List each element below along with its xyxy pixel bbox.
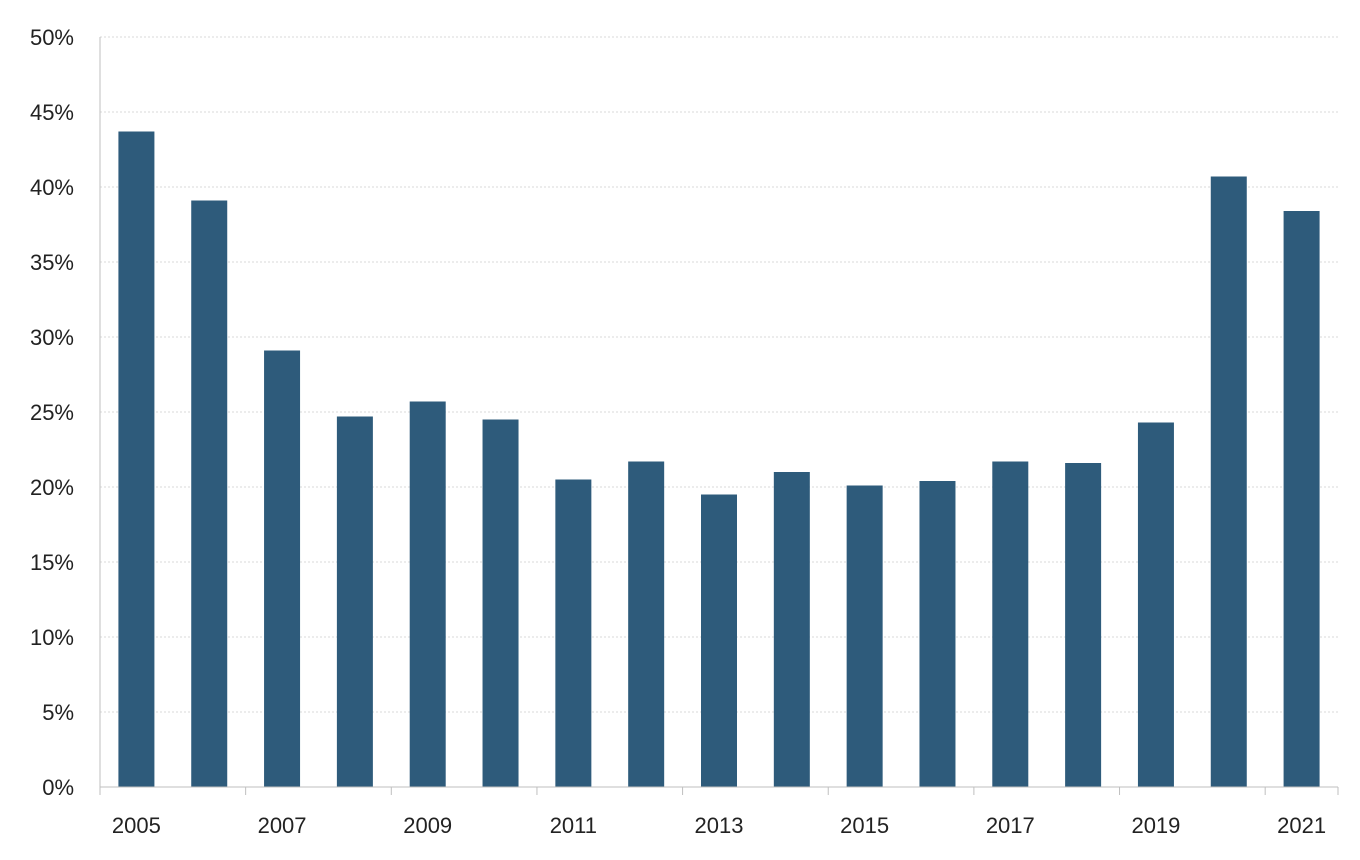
y-tick-label: 40% bbox=[30, 175, 74, 200]
bar-2014 bbox=[773, 472, 810, 787]
axes bbox=[99, 37, 1339, 795]
x-tick-labels: 2005 2007 2009 2011 2013 2015 2017 2019 2021 bbox=[112, 813, 1326, 838]
y-tick-label: 50% bbox=[30, 25, 74, 50]
x-tick-label: 2015 bbox=[840, 813, 889, 838]
bar-2018 bbox=[1065, 463, 1102, 787]
x-tick-label: 2017 bbox=[986, 813, 1035, 838]
x-tick-label: 2019 bbox=[1131, 813, 1180, 838]
bar-2019 bbox=[1137, 422, 1174, 787]
bar-2008 bbox=[336, 416, 373, 787]
y-tick-label: 5% bbox=[42, 700, 74, 725]
bar-2015 bbox=[846, 485, 883, 787]
bar-2012 bbox=[628, 461, 665, 787]
bar-2020 bbox=[1210, 176, 1247, 787]
y-tick-label: 0% bbox=[42, 775, 74, 800]
x-tick-label: 2011 bbox=[550, 813, 597, 838]
bar-2005 bbox=[118, 131, 155, 787]
bars bbox=[118, 131, 1320, 787]
y-tick-labels: 0% 5% 10% 15% 20% 25% 30% 35% 40% 45% 50% bbox=[30, 25, 74, 800]
y-tick-label: 15% bbox=[30, 550, 74, 575]
y-tick-label: 20% bbox=[30, 475, 74, 500]
bar-2017 bbox=[992, 461, 1029, 787]
bar-2011 bbox=[555, 479, 592, 787]
x-tick-label: 2007 bbox=[258, 813, 307, 838]
bar-2006 bbox=[191, 200, 228, 787]
bar-2013 bbox=[701, 494, 737, 787]
bar-2021 bbox=[1283, 211, 1320, 787]
bar-2016 bbox=[919, 481, 956, 787]
x-tick-label: 2021 bbox=[1277, 813, 1326, 838]
y-tick-label: 45% bbox=[30, 100, 74, 125]
bar-2009 bbox=[409, 401, 446, 787]
y-tick-label: 30% bbox=[30, 325, 74, 350]
bar-2010 bbox=[482, 419, 519, 787]
x-tick-label: 2005 bbox=[112, 813, 161, 838]
x-tick-label: 2013 bbox=[695, 813, 744, 838]
y-tick-label: 10% bbox=[30, 625, 74, 650]
y-tick-label: 35% bbox=[30, 250, 74, 275]
y-tick-label: 25% bbox=[30, 400, 74, 425]
bar-2007 bbox=[264, 350, 301, 787]
x-tick-label: 2009 bbox=[403, 813, 452, 838]
